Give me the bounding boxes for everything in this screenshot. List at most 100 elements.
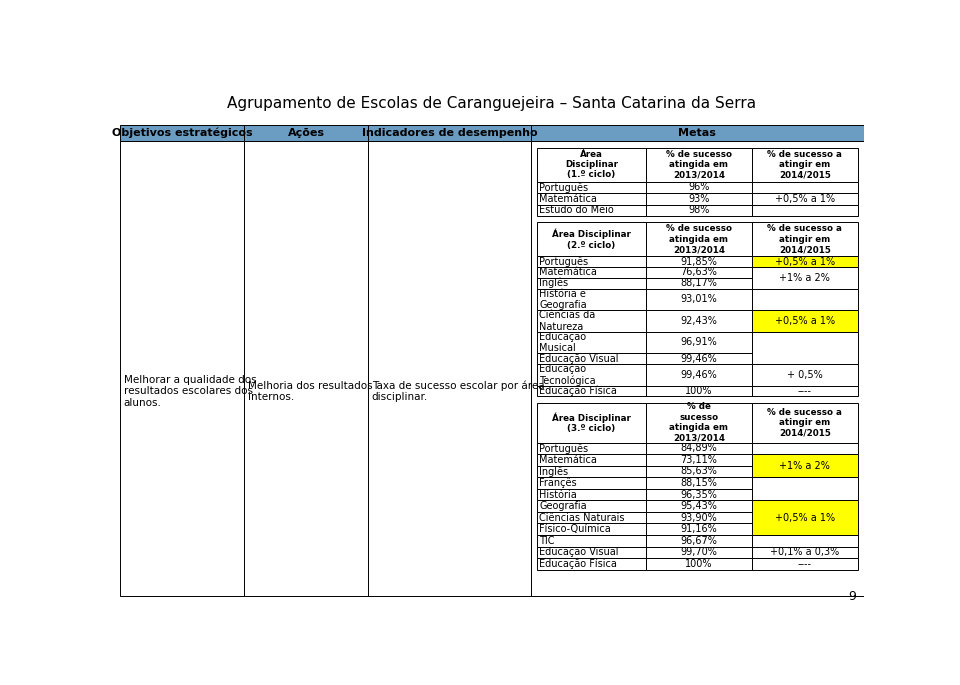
Text: Educação Visual: Educação Visual	[540, 353, 619, 364]
Bar	[752, 256, 858, 267]
Text: +0,5% a 1%: +0,5% a 1%	[775, 194, 835, 204]
Bar	[531, 142, 864, 596]
Text: ----: ----	[798, 386, 812, 396]
Text: Objetivos estratégicos: Objetivos estratégicos	[111, 128, 252, 138]
Bar	[646, 454, 752, 466]
Text: 100%: 100%	[685, 559, 712, 569]
Text: Educação Visual: Educação Visual	[540, 547, 619, 558]
Text: Melhorar a qualidade dos
resultados escolares dos
alunos.: Melhorar a qualidade dos resultados esco…	[124, 375, 256, 408]
Bar	[752, 332, 858, 364]
Text: +1% a 2%: +1% a 2%	[780, 460, 830, 471]
Bar	[537, 466, 646, 477]
Bar	[537, 278, 646, 288]
Text: Indicadores de desempenho: Indicadores de desempenho	[362, 128, 538, 138]
Bar	[537, 512, 646, 523]
Bar	[646, 489, 752, 500]
Bar	[537, 205, 646, 216]
Bar	[752, 364, 858, 386]
Text: Estudo do Meio: Estudo do Meio	[540, 206, 614, 215]
Text: 91,16%: 91,16%	[681, 524, 717, 534]
Bar	[752, 267, 858, 288]
Text: Área
Disciplinar
(1.º ciclo): Área Disciplinar (1.º ciclo)	[565, 150, 618, 179]
Text: Matemática: Matemática	[540, 194, 597, 204]
Bar	[537, 558, 646, 570]
Bar	[537, 547, 646, 558]
Bar	[752, 288, 858, 310]
Bar	[537, 267, 646, 278]
Text: +0,5% a 1%: +0,5% a 1%	[775, 316, 835, 326]
Bar	[752, 386, 858, 397]
Text: Ações: Ações	[287, 128, 324, 138]
Text: 9: 9	[849, 590, 856, 603]
Text: 88,17%: 88,17%	[681, 278, 717, 288]
Bar	[752, 182, 858, 193]
Bar	[531, 125, 864, 142]
Text: História e
Geografia: História e Geografia	[540, 288, 587, 310]
Bar	[537, 310, 646, 332]
Text: 96,91%: 96,91%	[681, 338, 717, 347]
Bar	[537, 353, 646, 364]
Text: 88,15%: 88,15%	[681, 478, 717, 488]
Bar	[646, 547, 752, 558]
Bar	[537, 477, 646, 489]
Text: Área Disciplinar
(3.º ciclo): Área Disciplinar (3.º ciclo)	[552, 412, 631, 433]
Text: 96,35%: 96,35%	[681, 490, 717, 499]
Bar	[646, 332, 752, 353]
Text: +1% a 2%: +1% a 2%	[780, 273, 830, 283]
Bar	[244, 142, 368, 596]
Text: % de sucesso a
atingir em
2014/2015: % de sucesso a atingir em 2014/2015	[767, 225, 842, 254]
Text: % de sucesso a
atingir em
2014/2015: % de sucesso a atingir em 2014/2015	[767, 408, 842, 438]
Bar	[646, 193, 752, 205]
Text: 96,67%: 96,67%	[681, 536, 717, 546]
Bar	[646, 256, 752, 267]
Bar	[537, 223, 646, 256]
Bar	[646, 466, 752, 477]
Bar	[646, 267, 752, 278]
Text: Educação Física: Educação Física	[540, 558, 617, 569]
Text: % de sucesso
atingida em
2013/2014: % de sucesso atingida em 2013/2014	[666, 225, 732, 254]
Text: 93,90%: 93,90%	[681, 512, 717, 523]
Text: 84,89%: 84,89%	[681, 443, 717, 453]
Text: Matemática: Matemática	[540, 267, 597, 277]
Bar	[646, 403, 752, 443]
Text: 99,46%: 99,46%	[681, 370, 717, 379]
Bar	[537, 288, 646, 310]
Bar	[752, 454, 858, 477]
Text: + 0,5%: + 0,5%	[787, 370, 823, 379]
Text: Matemática: Matemática	[540, 455, 597, 465]
Text: 92,43%: 92,43%	[681, 316, 717, 326]
Bar	[537, 500, 646, 512]
Text: Educação Física: Educação Física	[540, 386, 617, 396]
Text: Físico-Química: Físico-Química	[540, 524, 611, 534]
Text: Português: Português	[540, 182, 588, 192]
Text: 73,11%: 73,11%	[681, 455, 717, 465]
Bar	[646, 477, 752, 489]
Bar	[537, 443, 646, 454]
Text: Ciências da
Natureza: Ciências da Natureza	[540, 310, 595, 332]
Text: Françês: Françês	[540, 477, 577, 488]
Bar	[537, 386, 646, 397]
Bar	[646, 182, 752, 193]
Bar	[537, 535, 646, 547]
Bar	[537, 332, 646, 353]
Text: 76,63%: 76,63%	[681, 267, 717, 277]
Text: Inglês: Inglês	[540, 278, 568, 288]
Bar	[537, 403, 646, 443]
Bar	[646, 364, 752, 386]
Bar	[752, 223, 858, 256]
Text: 85,63%: 85,63%	[681, 466, 717, 477]
Bar	[537, 364, 646, 386]
Bar	[752, 403, 858, 443]
Bar	[646, 278, 752, 288]
Bar	[752, 148, 858, 182]
Text: 100%: 100%	[685, 386, 712, 396]
Text: ----: ----	[798, 559, 812, 569]
Bar	[646, 386, 752, 397]
Text: Melhoria dos resultados
internos.: Melhoria dos resultados internos.	[248, 381, 372, 402]
Bar	[646, 535, 752, 547]
Bar	[646, 443, 752, 454]
Text: % de
sucesso
atingida em
2013/2014: % de sucesso atingida em 2013/2014	[669, 403, 729, 443]
Bar	[752, 310, 858, 332]
Bar	[752, 558, 858, 570]
Text: Inglês: Inglês	[540, 466, 568, 477]
